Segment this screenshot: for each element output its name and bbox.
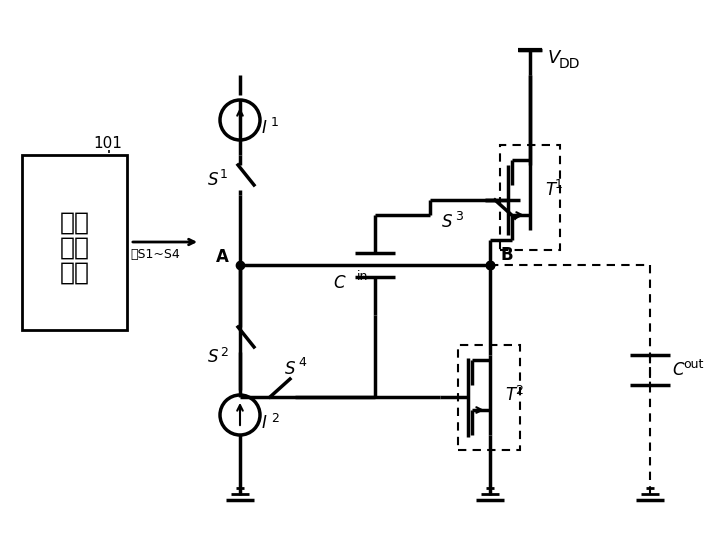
Text: 控制: 控制: [60, 235, 89, 259]
Text: DD: DD: [559, 57, 580, 71]
Text: T: T: [505, 386, 515, 404]
Text: 2: 2: [515, 383, 523, 397]
Text: S: S: [207, 171, 218, 189]
Text: 1: 1: [220, 168, 228, 182]
Bar: [458, 345, 520, 450]
Bar: [22, 155, 127, 330]
Text: 2: 2: [271, 412, 279, 425]
Text: C: C: [333, 274, 345, 292]
Text: 开关: 开关: [60, 211, 89, 235]
Text: I: I: [262, 414, 267, 432]
Text: A: A: [215, 248, 228, 266]
Text: S: S: [442, 213, 452, 231]
Text: 101: 101: [93, 136, 122, 151]
Text: 4: 4: [298, 356, 306, 369]
Bar: [500, 145, 560, 250]
Text: B: B: [500, 246, 513, 264]
Text: V: V: [548, 49, 560, 67]
Text: 2: 2: [220, 346, 228, 359]
Text: 3: 3: [455, 210, 463, 222]
Text: 逻辑: 逻辑: [60, 260, 89, 285]
Text: C: C: [672, 361, 683, 379]
Text: 1: 1: [271, 116, 279, 130]
Text: S: S: [284, 360, 295, 378]
Text: 1: 1: [555, 178, 563, 191]
Text: out: out: [683, 358, 703, 370]
Text: I: I: [262, 119, 267, 137]
Text: T: T: [545, 181, 555, 199]
Text: 至S1~S4: 至S1~S4: [130, 249, 180, 262]
Text: in: in: [357, 271, 369, 284]
Text: S: S: [207, 348, 218, 367]
